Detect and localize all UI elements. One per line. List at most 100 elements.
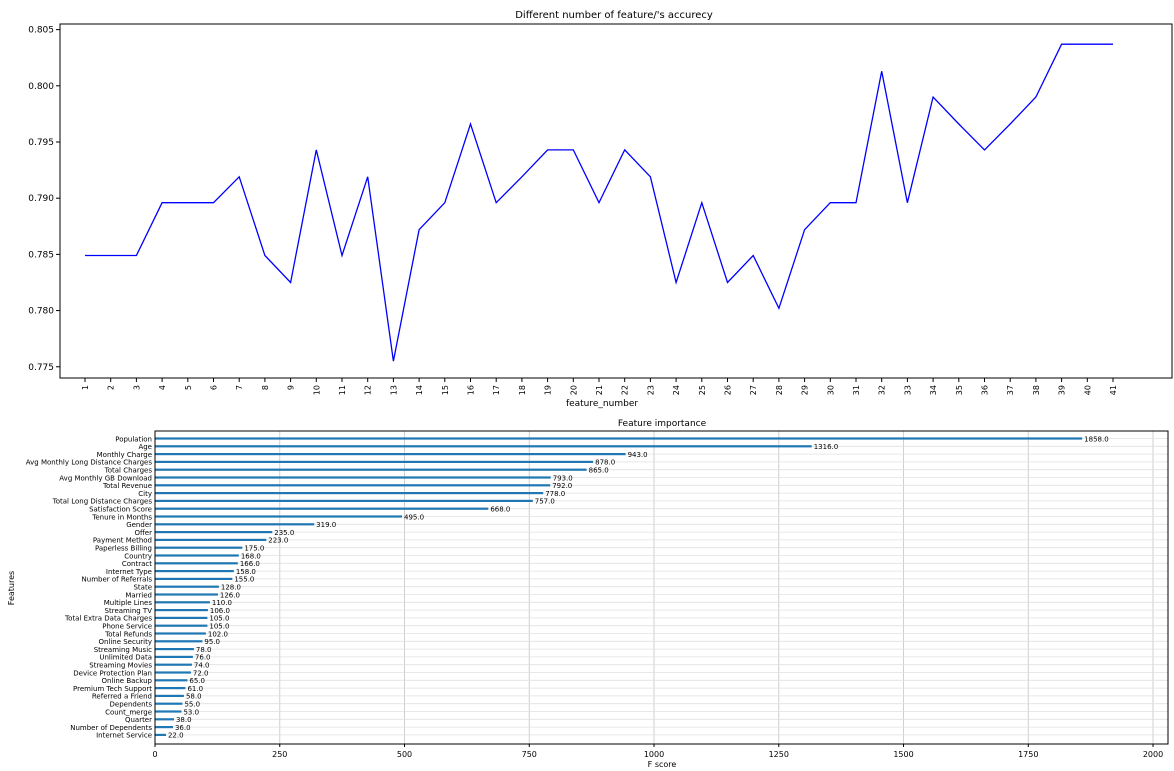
chart-title: Different number of feature/'s accurecy [515, 10, 713, 21]
x-tick-label: 25 [698, 385, 707, 395]
bar-value-label: 235.0 [274, 529, 294, 537]
bar-value-label: 22.0 [168, 732, 184, 740]
bar [155, 507, 489, 510]
bar [155, 531, 273, 534]
bar-value-label: 105.0 [209, 615, 229, 623]
category-label: Offer [134, 529, 152, 537]
x-tick-label: 19 [544, 385, 553, 395]
category-label: Tenure in Months [91, 513, 152, 521]
category-label: Phone Service [102, 623, 152, 631]
category-label: Online Backup [102, 677, 153, 685]
bar [155, 663, 192, 666]
category-label: Number of Dependents [70, 724, 152, 732]
bar-value-label: 55.0 [184, 701, 200, 709]
bar [155, 726, 173, 729]
bar [155, 538, 267, 541]
bar-value-label: 792.0 [552, 482, 572, 490]
x-tick-label: 37 [1006, 385, 1015, 395]
category-label: City [138, 490, 152, 498]
bar-value-label: 74.0 [194, 662, 210, 670]
bar [155, 593, 218, 596]
bar-value-label: 865.0 [589, 467, 609, 475]
bar-value-label: 778.0 [545, 490, 565, 498]
bar [155, 445, 812, 448]
x-tick-label: 36 [981, 385, 990, 395]
x-axis-label: F score [648, 760, 677, 769]
category-label: Married [125, 591, 152, 599]
bar-value-label: 223.0 [268, 537, 288, 545]
bar [155, 437, 1083, 440]
x-tick-label: 22 [621, 385, 630, 395]
category-label: Number of Referrals [82, 576, 153, 584]
x-tick-label: 250 [272, 750, 287, 759]
bar-value-label: 1316.0 [814, 443, 839, 451]
x-tick-label: 2000 [1143, 750, 1163, 759]
bar-value-label: 793.0 [553, 474, 573, 482]
x-tick-label: 39 [1058, 385, 1067, 395]
bar [155, 733, 166, 736]
x-tick-label: 1750 [1018, 750, 1038, 759]
x-tick-label: 7 [235, 385, 244, 390]
x-tick-label: 12 [364, 385, 373, 395]
bar-value-label: 76.0 [195, 654, 211, 662]
bar [155, 687, 186, 690]
bar-value-label: 158.0 [236, 568, 256, 576]
x-tick-label: 16 [467, 385, 476, 395]
category-label: Age [138, 443, 152, 451]
category-label: Streaming TV [105, 607, 153, 615]
x-tick-label: 11 [338, 385, 347, 395]
y-tick-label: 0.795 [28, 138, 54, 148]
x-tick-label: 13 [389, 385, 398, 395]
bar [155, 640, 203, 643]
x-tick-label: 29 [801, 385, 810, 395]
bar [155, 453, 626, 456]
x-tick-label: 14 [415, 385, 424, 395]
x-tick-label: 5 [184, 385, 193, 390]
bar [155, 648, 194, 651]
bar-value-label: 36.0 [175, 724, 191, 732]
bar-value-label: 38.0 [176, 716, 192, 724]
bar-value-label: 106.0 [210, 607, 230, 615]
category-label: Quarter [125, 716, 152, 724]
x-tick-label: 21 [595, 385, 604, 395]
category-label: Total Long Distance Charges [52, 498, 153, 506]
category-label: Total Charges [104, 467, 153, 475]
bar [155, 499, 533, 502]
x-tick-label: 0 [152, 750, 157, 759]
category-label: Dependents [110, 701, 153, 709]
x-tick-label: 15 [441, 385, 450, 395]
bar-value-label: 126.0 [220, 591, 240, 599]
bar [155, 515, 402, 518]
category-label: Online Security [98, 638, 152, 646]
category-label: Streaming Music [94, 646, 152, 654]
chart-title: Feature importance [618, 419, 707, 429]
x-tick-label: 2 [107, 385, 116, 390]
category-label: Gender [126, 521, 152, 529]
bar [155, 655, 193, 658]
bar-value-label: 168.0 [241, 552, 261, 560]
x-tick-label: 24 [672, 385, 681, 395]
category-label: State [133, 584, 152, 592]
bar-value-label: 495.0 [404, 513, 424, 521]
y-tick-label: 0.805 [28, 26, 54, 36]
bar-value-label: 102.0 [208, 630, 228, 638]
y-tick-label: 0.780 [28, 307, 54, 317]
category-label: Internet Type [106, 568, 152, 576]
bar [155, 679, 188, 682]
x-tick-label: 33 [903, 385, 912, 395]
bar [155, 492, 544, 495]
bar [155, 710, 182, 713]
plot-area [154, 430, 1169, 745]
bar-value-label: 58.0 [186, 693, 202, 701]
bar [155, 476, 551, 479]
bar-value-label: 166.0 [240, 560, 260, 568]
bar-value-label: 155.0 [234, 576, 254, 584]
category-label: Total Revenue [102, 482, 152, 490]
x-tick-label: 1 [81, 385, 90, 390]
x-tick-label: 6 [210, 385, 219, 390]
bar-value-label: 78.0 [196, 646, 212, 654]
x-tick-label: 18 [518, 385, 527, 395]
